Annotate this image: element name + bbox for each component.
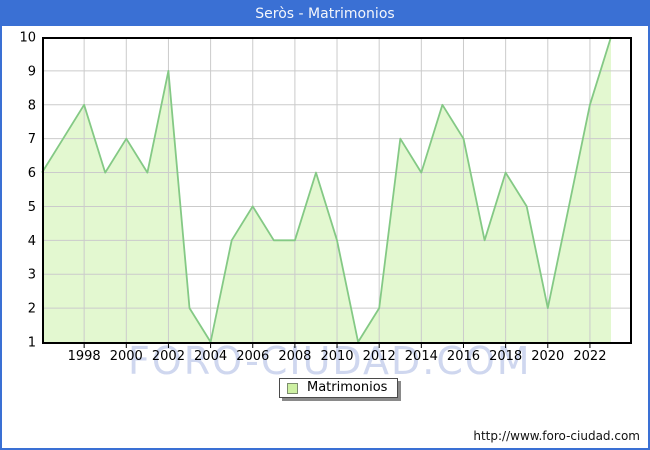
x-axis-label: 2022 — [573, 349, 606, 364]
y-axis-label: 10 — [19, 31, 36, 46]
chart-title: Seròs - Matrimonios — [255, 6, 395, 22]
y-axis-label: 5 — [28, 200, 36, 215]
legend-label: Matrimonios — [307, 380, 388, 395]
line-series — [41, 36, 612, 343]
x-axis-label: 2020 — [531, 349, 564, 364]
y-axis-label: 2 — [28, 302, 36, 317]
y-axis-label: 9 — [28, 64, 36, 79]
y-axis-label: 4 — [28, 234, 36, 249]
y-axis-label: 8 — [28, 98, 36, 113]
watermark-text: FORO-CIUDAD.COM — [128, 339, 532, 383]
footer-url: http://www.foro-ciudad.com — [473, 429, 640, 443]
y-axis-label: 6 — [28, 166, 36, 181]
chart-title-bar: Seròs - Matrimonios — [2, 2, 648, 26]
area-series-fill — [42, 37, 611, 342]
y-axis-label: 3 — [28, 268, 36, 283]
x-axis-label: 1998 — [68, 349, 101, 364]
chart-legend: Matrimonios — [279, 378, 399, 398]
y-axis-label: 7 — [28, 132, 36, 147]
legend-swatch-icon — [287, 382, 298, 394]
plot-background — [42, 37, 632, 344]
plot-border — [42, 37, 632, 344]
y-axis-label: 1 — [28, 336, 36, 351]
